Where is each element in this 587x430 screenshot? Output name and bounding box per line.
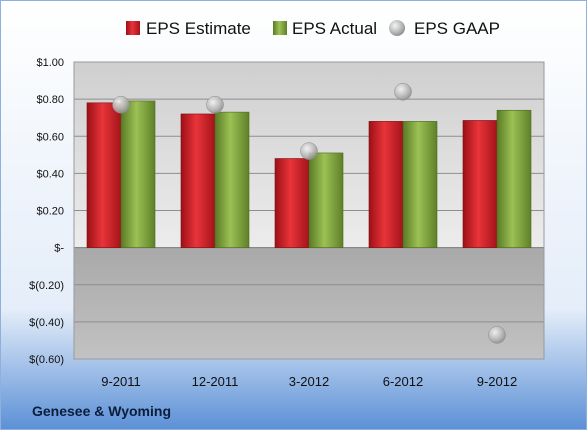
point-eps-gaap	[488, 326, 506, 344]
y-tick-label: $(0.20)	[29, 280, 64, 292]
point-eps-gaap	[300, 142, 318, 160]
plot-frame	[73, 61, 545, 360]
y-tick-label: $0.40	[36, 168, 64, 180]
y-tick-label: $(0.60)	[29, 354, 64, 366]
bar-eps-estimate	[180, 113, 216, 248]
y-tick-label: $-	[54, 243, 64, 255]
y-tick-label: $1.00	[36, 57, 64, 69]
legend-item-gaap: EPS GAAP	[389, 19, 500, 38]
bars	[86, 100, 532, 248]
x-axis: 9-2011 12-2011 3-2012 6-2012 9-2012	[101, 374, 517, 389]
y-axis: $1.00 $0.80 $0.60 $0.40 $0.20 $- $(0.20) $(0.40…	[29, 57, 64, 366]
bar-eps-estimate	[462, 120, 498, 248]
bar-eps-actual	[120, 100, 156, 248]
gaap-points	[112, 82, 506, 344]
legend: EPS Estimate EPS Actual EPS GAAP	[126, 19, 500, 38]
y-tick-label: $0.80	[36, 94, 64, 106]
bar-eps-estimate	[274, 158, 310, 248]
x-tick-label: 12-2011	[192, 374, 239, 389]
bar-eps-actual	[308, 152, 344, 248]
legend-swatch-actual	[273, 21, 287, 35]
point-eps-gaap	[112, 95, 130, 114]
x-tick-label: 6-2012	[383, 374, 423, 389]
bar-eps-actual	[496, 109, 532, 248]
bar-eps-actual	[402, 121, 438, 248]
y-tick-label: $(0.40)	[29, 317, 64, 329]
plot-background-negative	[74, 247, 544, 359]
bar-eps-estimate	[368, 121, 404, 248]
legend-item-estimate: EPS Estimate	[126, 19, 251, 38]
x-tick-label: 9-2012	[477, 374, 517, 389]
legend-label-estimate: EPS Estimate	[146, 19, 251, 38]
point-eps-gaap	[206, 95, 224, 114]
y-tick-label: $0.20	[36, 206, 64, 218]
legend-swatch-estimate	[126, 21, 140, 35]
company-name: Genesee & Wyoming	[32, 403, 171, 419]
x-tick-label: 9-2011	[101, 374, 141, 389]
bar-eps-actual	[214, 111, 250, 248]
legend-label-gaap: EPS GAAP	[414, 19, 500, 38]
y-tick-label: $0.60	[36, 131, 64, 143]
point-eps-gaap	[394, 82, 412, 101]
bar-eps-estimate	[86, 102, 122, 248]
x-tick-label: 3-2012	[289, 374, 329, 389]
legend-label-actual: EPS Actual	[292, 19, 377, 38]
legend-swatch-gaap	[389, 20, 405, 36]
legend-item-actual: EPS Actual	[273, 19, 377, 38]
